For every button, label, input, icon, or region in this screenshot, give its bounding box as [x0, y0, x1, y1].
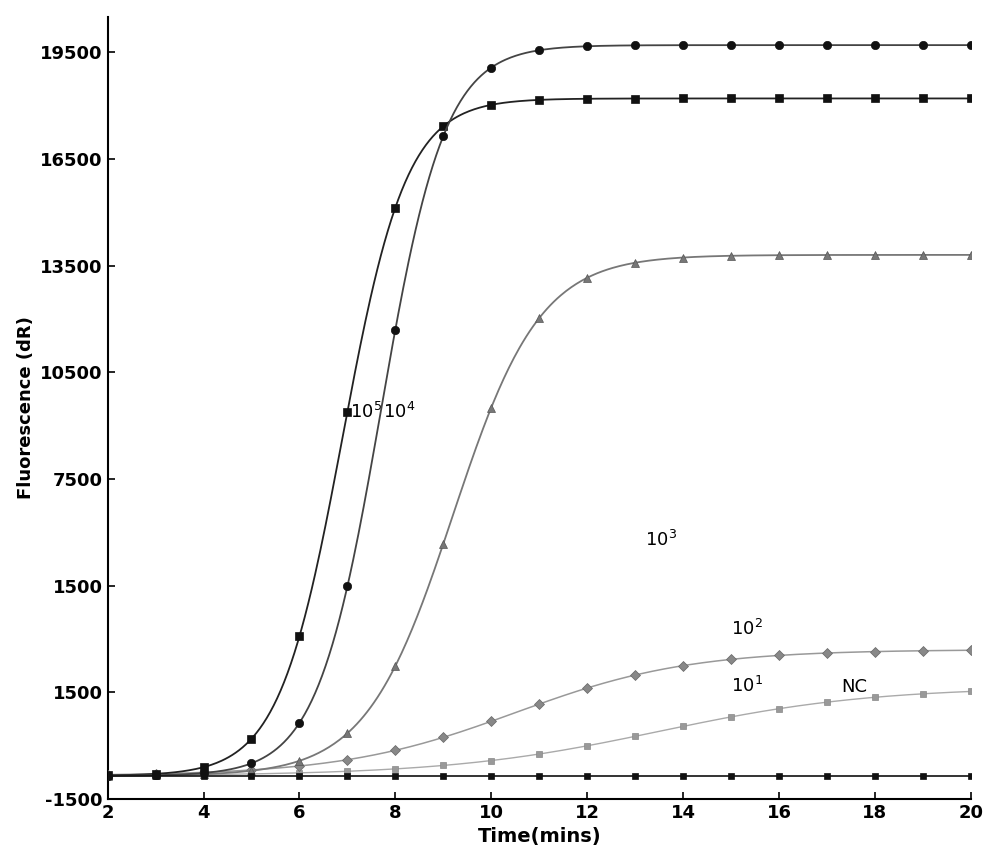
Text: $10^5$: $10^5$	[350, 402, 382, 423]
Y-axis label: Fluorescence (dR): Fluorescence (dR)	[17, 317, 35, 499]
X-axis label: Time(mins): Time(mins)	[477, 828, 601, 847]
Text: $10^2$: $10^2$	[731, 620, 763, 639]
Text: $10^3$: $10^3$	[645, 531, 677, 551]
Text: NC: NC	[841, 678, 867, 696]
Text: $10^1$: $10^1$	[731, 676, 763, 696]
Text: $10^4$: $10^4$	[383, 402, 416, 423]
